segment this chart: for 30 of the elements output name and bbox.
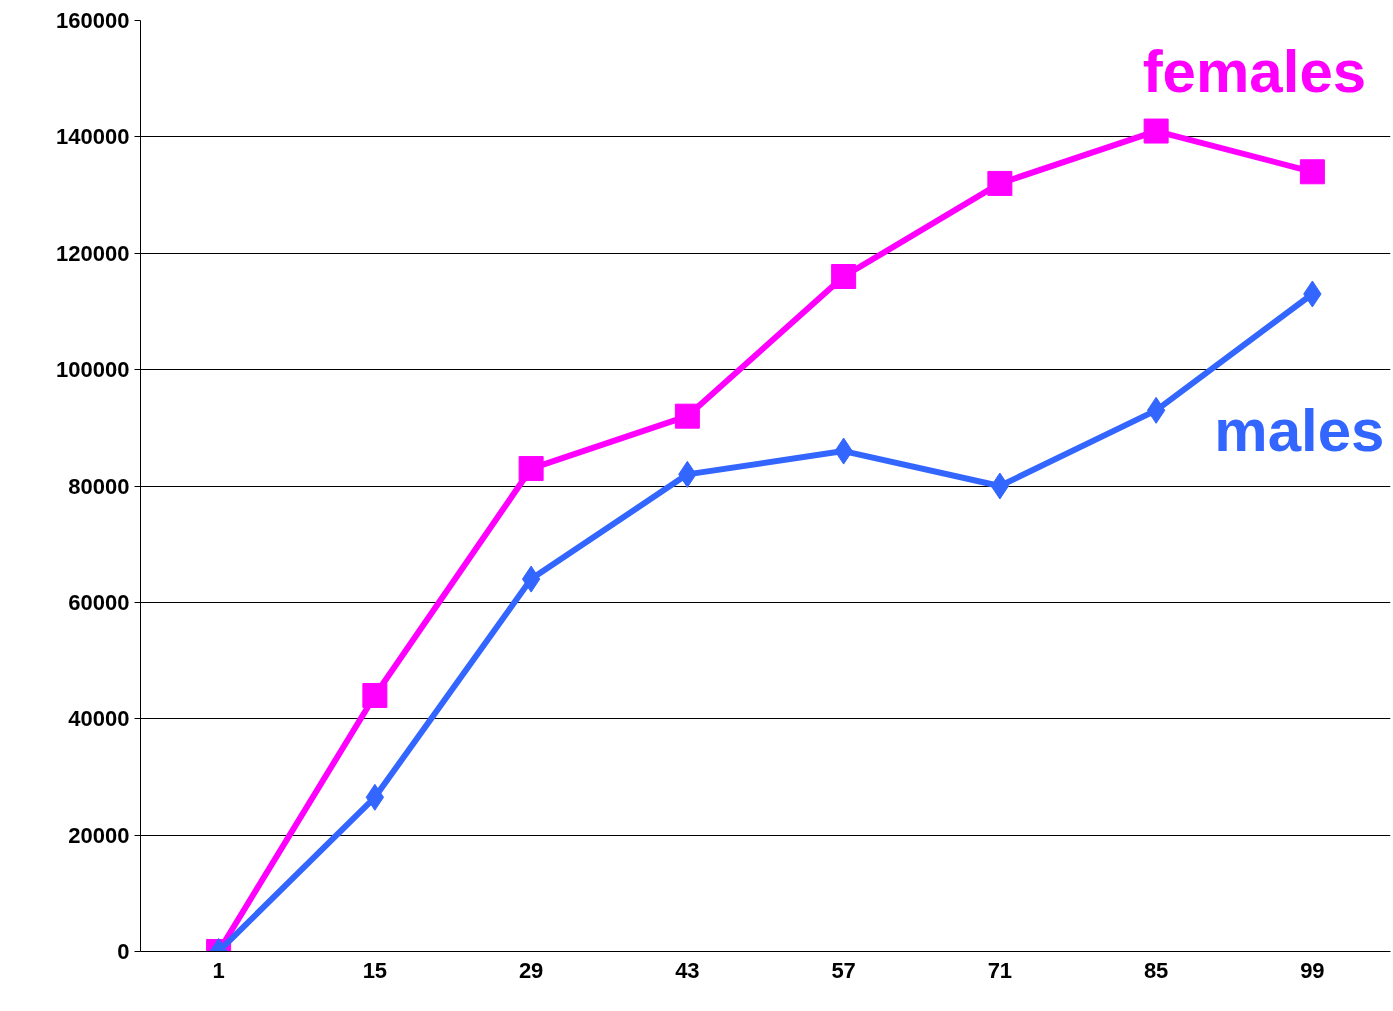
x-tick-label: 15 bbox=[362, 957, 388, 983]
y-tick-label: 100000 bbox=[56, 357, 130, 383]
x-tick-label: 29 bbox=[518, 957, 544, 983]
x-tick-label: 99 bbox=[1300, 957, 1325, 983]
point bbox=[362, 682, 388, 708]
point bbox=[1146, 396, 1166, 424]
point bbox=[365, 783, 385, 811]
y-tick-label: 40000 bbox=[68, 706, 130, 732]
y-tick-label: 140000 bbox=[56, 124, 130, 150]
y-tick-label: 120000 bbox=[56, 240, 130, 266]
y-tick-label: 80000 bbox=[68, 473, 130, 499]
point bbox=[674, 403, 700, 429]
point bbox=[518, 456, 544, 482]
point bbox=[1299, 159, 1325, 185]
x-tick-label: 71 bbox=[987, 957, 1013, 983]
point bbox=[990, 472, 1010, 500]
point bbox=[831, 264, 857, 290]
x-tick-label: 1 bbox=[212, 957, 225, 983]
point bbox=[521, 565, 541, 593]
series-label: males bbox=[1214, 397, 1385, 465]
point bbox=[987, 170, 1013, 196]
series-label: females bbox=[1142, 38, 1367, 106]
y-tick-label: 0 bbox=[117, 939, 130, 964]
y-tick-label: 60000 bbox=[68, 589, 130, 615]
y-tick-label: 160000 bbox=[56, 8, 130, 33]
x-tick-label: 85 bbox=[1143, 957, 1169, 983]
x-tick-label: 43 bbox=[675, 957, 700, 983]
y-tick-label: 20000 bbox=[68, 822, 130, 848]
point bbox=[1143, 118, 1169, 144]
x-tick-label: 57 bbox=[831, 957, 856, 983]
